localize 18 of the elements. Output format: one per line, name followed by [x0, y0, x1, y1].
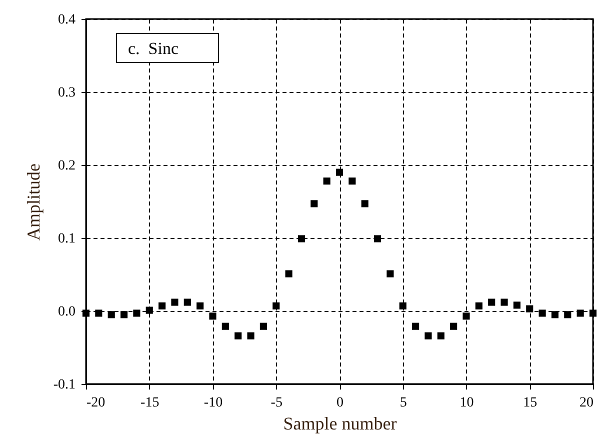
x-tick-label: 20	[580, 396, 594, 410]
y-tick-label: 0.4	[58, 12, 76, 28]
x-tick-label: 15	[523, 396, 538, 410]
y-tick-label: 0.0	[58, 304, 76, 320]
y-tick-label: 0.3	[58, 86, 76, 100]
x-tick-label: 5	[400, 396, 407, 410]
y-tick-label: 0.1	[58, 232, 76, 246]
y-tick-label: -0.1	[53, 378, 76, 392]
y-axis-title: Amplitude	[23, 163, 44, 240]
label-box: c. Sinc	[116, 33, 219, 63]
x-tick-label: -5	[270, 396, 282, 410]
x-tick-label: -20	[86, 396, 106, 410]
x-axis-title: Sample number	[283, 414, 397, 434]
x-tick-label: 0	[336, 396, 344, 410]
y-tick-label: 0.2	[58, 158, 76, 174]
x-tick-label: -10	[204, 396, 223, 410]
x-tick-label: 10	[460, 396, 474, 410]
x-tick-label: -15	[140, 396, 160, 410]
